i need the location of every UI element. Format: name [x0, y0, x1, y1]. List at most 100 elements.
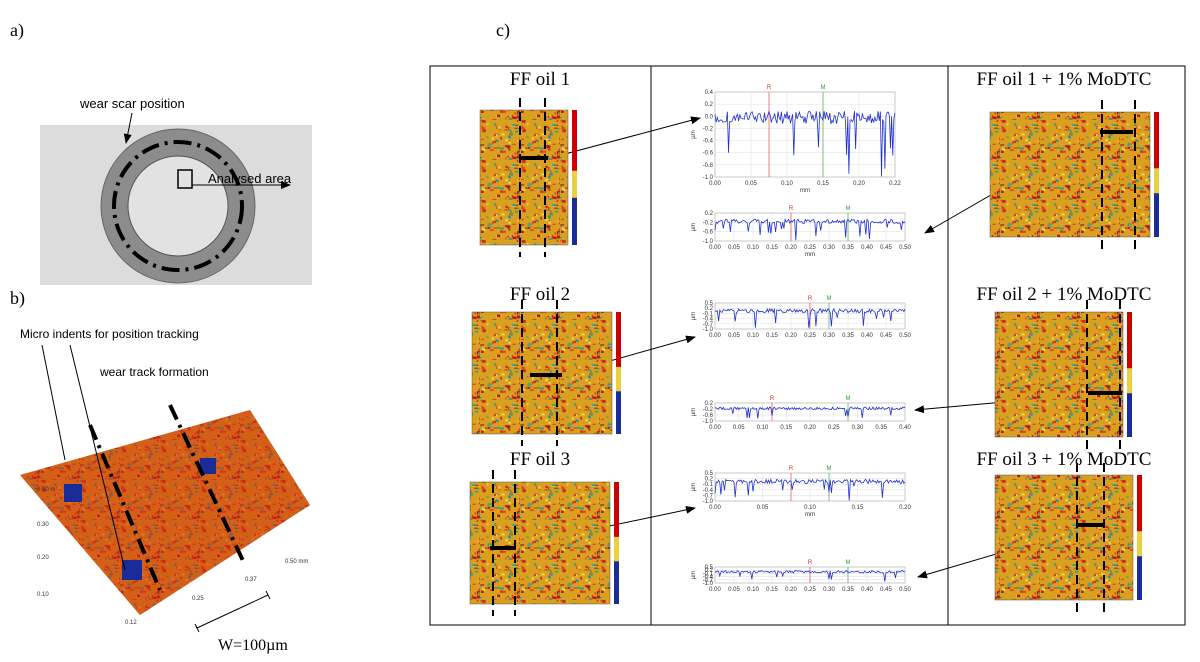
x-tick-label: 0.35 [875, 425, 887, 431]
x-tick-label: 0.15 [766, 245, 778, 251]
axis-label: 0.20 [37, 555, 49, 561]
x-tick-label: 0.35 [842, 245, 854, 251]
annotation: Micro indents for position tracking [20, 327, 199, 341]
x-tick-label: 0.05 [728, 587, 740, 593]
m-marker: M [827, 296, 832, 302]
r-marker: R [767, 85, 772, 91]
annotation: wear track formation [99, 365, 209, 379]
x-tick-label: 0.10 [804, 505, 816, 511]
map-title: FF oil 3 + 1% MoDTC [977, 449, 1152, 470]
m-marker: M [821, 85, 826, 91]
x-tick-label: 0.30 [823, 245, 835, 251]
x-tick-label: 0.45 [880, 245, 892, 251]
y-axis-label: µm [691, 408, 697, 416]
y-tick-label: 0.2 [705, 306, 714, 312]
height-map [994, 474, 1134, 601]
axis-label: 0.12 [125, 620, 137, 626]
y-tick-label: 0.2 [705, 102, 714, 108]
indent [64, 484, 82, 502]
x-tick-label: 0.30 [852, 425, 864, 431]
x-tick-label: 0.20 [899, 505, 911, 511]
indent [200, 458, 216, 474]
y-axis-label: µm [691, 312, 697, 320]
y-tick-label: 0.5 [705, 471, 714, 477]
axis-label: 0.10 [37, 592, 49, 598]
y-tick-label: 0.5 [705, 301, 714, 307]
y-tick-label: 0.4 [705, 90, 714, 96]
map-title: FF oil 2 [510, 284, 570, 305]
x-tick-label: 0.05 [757, 505, 769, 511]
y-tick-label: -1.0 [703, 175, 714, 181]
y-tick-label: -1.0 [703, 239, 714, 245]
map-title: FF oil 1 [510, 69, 570, 90]
colorbar-low [1154, 193, 1159, 237]
profile-trace [714, 307, 906, 328]
m-marker: M [846, 206, 851, 212]
x-tick-label: 0.50 [899, 333, 911, 339]
x-tick-label: 0.45 [880, 333, 892, 339]
x-tick-label: 0.10 [747, 333, 759, 339]
x-tick-label: 0.35 [842, 333, 854, 339]
arrow [123, 112, 133, 144]
profile-plot [714, 91, 896, 178]
r-marker: R [789, 206, 794, 212]
x-tick-label: 0.50 [899, 587, 911, 593]
x-tick-label: 0.15 [852, 505, 864, 511]
x-tick-label: 0.05 [745, 181, 757, 187]
colorbar-low [1137, 556, 1142, 600]
y-tick-label: -1.0 [703, 327, 714, 333]
axis-label: 0.50 mm [285, 559, 308, 565]
y-tick-label: -0.7 [703, 493, 714, 499]
x-tick-label: 0.15 [817, 181, 829, 187]
x-tick-label: 0.25 [804, 245, 816, 251]
x-tick-label: 0.00 [709, 245, 721, 251]
colorbar-low [614, 561, 619, 604]
x-tick-label: 0.30 [823, 333, 835, 339]
y-tick-label: 0.2 [705, 211, 714, 217]
x-tick-label: 0.05 [728, 245, 740, 251]
x-tick-label: 0.05 [733, 425, 745, 431]
y-tick-label: -0.4 [703, 317, 714, 323]
scale-label: W=100µm [218, 637, 288, 654]
colorbar-mid [1137, 531, 1142, 557]
x-tick-label: 0.00 [709, 587, 721, 593]
x-tick-label: 0.40 [899, 425, 911, 431]
x-axis-label: mm [805, 512, 815, 518]
m-marker: M [827, 466, 832, 472]
panel-label: c) [496, 20, 510, 41]
colorbar-mid [616, 366, 621, 392]
profile-trace [714, 218, 906, 241]
r-marker: R [808, 296, 813, 302]
m-marker: M [846, 560, 851, 566]
axis-label: 0.25 [192, 596, 204, 602]
frame [429, 65, 1186, 626]
y-tick-label: -0.1 [703, 311, 714, 317]
height-map [994, 311, 1124, 438]
pointer [69, 344, 126, 571]
y-tick-label: -0.8 [703, 163, 714, 169]
profile-trace [714, 478, 906, 501]
scale-bar [265, 590, 271, 600]
annotation: Analysed area [208, 171, 292, 186]
panel-label: a) [10, 20, 24, 41]
colorbar-mid [572, 170, 577, 198]
profile-trace [714, 110, 896, 177]
x-tick-label: 0.22 [889, 181, 901, 187]
x-tick-label: 0.15 [766, 333, 778, 339]
scale-bar [194, 623, 200, 633]
y-tick-label: -1.0 [703, 581, 714, 587]
annotation: wear scar position [79, 96, 185, 111]
x-tick-label: 0.40 [861, 333, 873, 339]
x-tick-label: 0.50 [899, 245, 911, 251]
indent [122, 560, 142, 580]
surface-texture [20, 410, 310, 615]
y-axis-label: µm [691, 223, 697, 231]
profile-trace [715, 406, 906, 419]
x-tick-label: 0.25 [804, 587, 816, 593]
x-tick-label: 0.05 [728, 333, 740, 339]
y-axis-label: µm [691, 130, 697, 138]
x-tick-label: 0.00 [709, 333, 721, 339]
y-tick-label: -0.4 [703, 575, 714, 581]
x-tick-label: 0.00 [709, 505, 721, 511]
